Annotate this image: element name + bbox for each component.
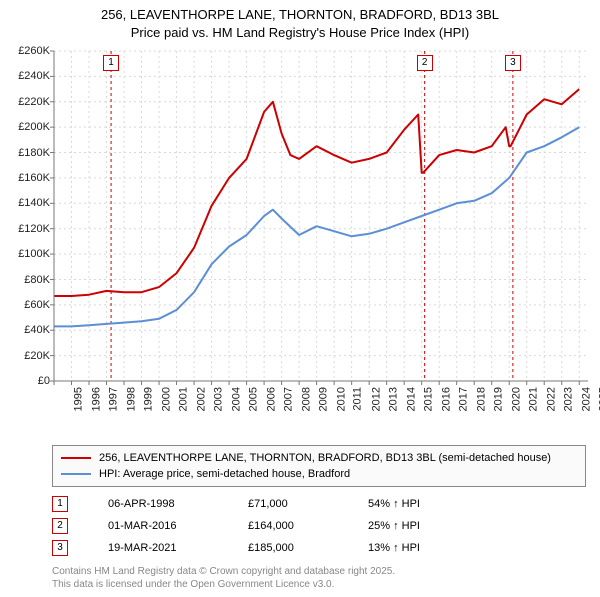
x-axis-tick-label: 2001 (178, 387, 190, 411)
y-axis-tick-label: £120K (18, 223, 50, 235)
footer-line-1: Contains HM Land Registry data © Crown c… (52, 566, 395, 577)
y-axis-tick-label: £160K (18, 172, 50, 184)
legend-label: HPI: Average price, semi-detached house,… (99, 468, 350, 480)
chart-marker-3: 3 (505, 55, 521, 71)
y-axis-tick-label: £180K (18, 147, 50, 159)
x-axis-tick-label: 2007 (283, 387, 295, 411)
x-axis-tick-label: 2011 (352, 387, 364, 411)
y-axis-tick-label: £80K (24, 274, 50, 286)
x-axis-tick-label: 2016 (440, 387, 452, 411)
chart-marker-1: 1 (103, 55, 119, 71)
chart-area: £0 £20K £40K £60K £80K £100K £120K £140K £160K £1… (6, 45, 594, 415)
chart-title: 256, LEAVENTHORPE LANE, THORNTON, BRADFO… (6, 6, 594, 41)
marker-price: £71,000 (248, 498, 328, 510)
legend-label: 256, LEAVENTHORPE LANE, THORNTON, BRADFO… (99, 452, 551, 464)
y-axis-tick-label: £40K (24, 324, 50, 336)
marker-delta: 54% ↑ HPI (368, 498, 458, 510)
y-axis-tick-label: £100K (18, 248, 50, 260)
marker-box-2: 2 (52, 518, 68, 534)
x-axis-tick-label: 2017 (458, 387, 470, 411)
marker-row: 1 06-APR-1998 £71,000 54% ↑ HPI (52, 493, 586, 515)
x-axis-tick-label: 2009 (318, 387, 330, 411)
y-axis-tick-label: £220K (18, 96, 50, 108)
footer-attribution: Contains HM Land Registry data © Crown c… (52, 565, 586, 591)
x-axis-tick-label: 2006 (265, 387, 277, 411)
title-line-1: 256, LEAVENTHORPE LANE, THORNTON, BRADFO… (101, 7, 499, 22)
x-axis-tick-label: 2014 (405, 387, 417, 411)
marker-price: £164,000 (248, 520, 328, 532)
marker-date: 06-APR-1998 (108, 498, 208, 510)
y-axis-tick-label: £60K (24, 299, 50, 311)
x-axis-tick-label: 2022 (545, 387, 557, 411)
marker-date: 01-MAR-2016 (108, 520, 208, 532)
legend-swatch (61, 473, 91, 475)
x-axis-tick-label: 2019 (493, 387, 505, 411)
x-axis-tick-label: 2020 (510, 387, 522, 411)
x-axis-tick-label: 2018 (475, 387, 487, 411)
x-axis-tick-label: 2008 (300, 387, 312, 411)
x-axis-tick-label: 2024 (580, 387, 592, 411)
x-axis-tick-label: 1997 (108, 387, 120, 411)
y-axis-tick-label: £260K (18, 45, 50, 57)
marker-box-3: 3 (52, 540, 68, 556)
x-axis-tick-label: 1999 (143, 387, 155, 411)
x-axis-tick-label: 2013 (388, 387, 400, 411)
x-axis-tick-label: 2021 (528, 387, 540, 411)
x-axis-tick-label: 1995 (72, 387, 84, 411)
marker-delta: 25% ↑ HPI (368, 520, 458, 532)
y-axis-tick-label: £140K (18, 197, 50, 209)
y-axis-tick-label: £0 (38, 375, 50, 387)
line-chart-svg (6, 45, 594, 415)
x-axis-tick-label: 2012 (370, 387, 382, 411)
legend-swatch (61, 457, 91, 459)
marker-delta: 13% ↑ HPI (368, 542, 458, 554)
x-axis-tick-label: 2002 (195, 387, 207, 411)
y-axis-tick-label: £240K (18, 70, 50, 82)
x-axis-tick-label: 2000 (160, 387, 172, 411)
x-axis-tick-label: 1996 (90, 387, 102, 411)
x-axis-tick-label: 2004 (230, 387, 242, 411)
legend-item: 256, LEAVENTHORPE LANE, THORNTON, BRADFO… (61, 450, 577, 466)
x-axis-tick-label: 2015 (423, 387, 435, 411)
x-axis-tick-label: 2010 (335, 387, 347, 411)
marker-price: £185,000 (248, 542, 328, 554)
marker-date: 19-MAR-2021 (108, 542, 208, 554)
y-axis-tick-label: £20K (24, 350, 50, 362)
x-axis-tick-label: 2005 (248, 387, 260, 411)
y-axis-tick-label: £200K (18, 121, 50, 133)
title-line-2: Price paid vs. HM Land Registry's House … (131, 25, 469, 40)
chart-marker-2: 2 (417, 55, 433, 71)
x-axis-tick-label: 2003 (213, 387, 225, 411)
footer-line-2: This data is licensed under the Open Gov… (52, 579, 334, 590)
marker-box-1: 1 (52, 496, 68, 512)
x-axis-tick-label: 2023 (563, 387, 575, 411)
marker-row: 2 01-MAR-2016 £164,000 25% ↑ HPI (52, 515, 586, 537)
x-axis-tick-label: 1998 (125, 387, 137, 411)
legend-item: HPI: Average price, semi-detached house,… (61, 466, 577, 482)
markers-table: 1 06-APR-1998 £71,000 54% ↑ HPI 2 01-MAR-2016… (52, 493, 586, 559)
legend: 256, LEAVENTHORPE LANE, THORNTON, BRADFO… (52, 445, 586, 487)
marker-row: 3 19-MAR-2021 £185,000 13% ↑ HPI (52, 537, 586, 559)
